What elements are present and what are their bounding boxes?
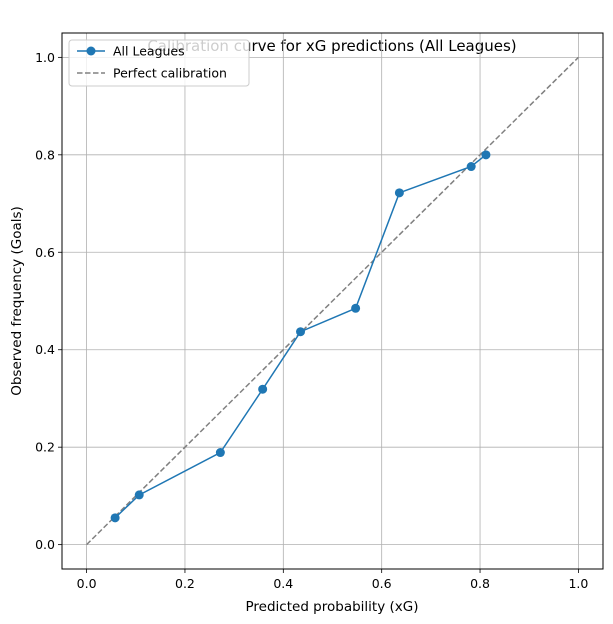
y-axis-label: Observed frequency (Goals): [9, 206, 25, 396]
x-axis-label: Predicted probability (xG): [246, 599, 419, 615]
all-leagues-point: [215, 448, 225, 458]
all-leagues-point: [134, 490, 144, 500]
x-tick-label: 0.4: [273, 576, 293, 591]
y-tick-label: 0.0: [35, 537, 55, 552]
plot-frame: [61, 32, 604, 570]
y-tick-label: 0.8: [35, 147, 55, 162]
x-tick-label: 0.8: [470, 576, 490, 591]
y-tick-label: 0.4: [35, 342, 55, 357]
all-leagues-point: [258, 384, 268, 394]
x-tick-label: 1.0: [568, 576, 588, 591]
x-tick-label: 0.0: [77, 576, 97, 591]
x-tick-label: 0.2: [175, 576, 195, 591]
y-tick-label: 0.6: [35, 245, 55, 260]
all-leagues-point: [481, 150, 491, 160]
y-tick-label: 1.0: [35, 50, 55, 65]
legend-box: [68, 39, 250, 87]
all-leagues-point: [394, 188, 404, 198]
perfect-calibration-line: [86, 56, 579, 546]
legend-label-perfect-calibration: Perfect calibration: [113, 66, 227, 81]
all-leagues-point: [351, 303, 361, 313]
legend: All Leagues Perfect calibration: [68, 39, 250, 87]
y-tick-label: 0.2: [35, 440, 55, 455]
series-layer: [86, 56, 579, 546]
legend-label-all-leagues: All Leagues: [113, 44, 185, 59]
y-axis: 0.0 0.2 0.4 0.6 0.8 1.0: [35, 50, 62, 552]
all-leagues-point: [110, 513, 120, 523]
all-leagues-point: [466, 162, 476, 172]
all-leagues-point: [296, 327, 306, 337]
legend-marker-all-leagues: [86, 46, 96, 56]
x-tick-label: 0.6: [372, 576, 392, 591]
all-leagues-line: [114, 154, 487, 519]
x-axis: 0.0 0.2 0.4 0.6 0.8 1.0: [77, 569, 588, 591]
